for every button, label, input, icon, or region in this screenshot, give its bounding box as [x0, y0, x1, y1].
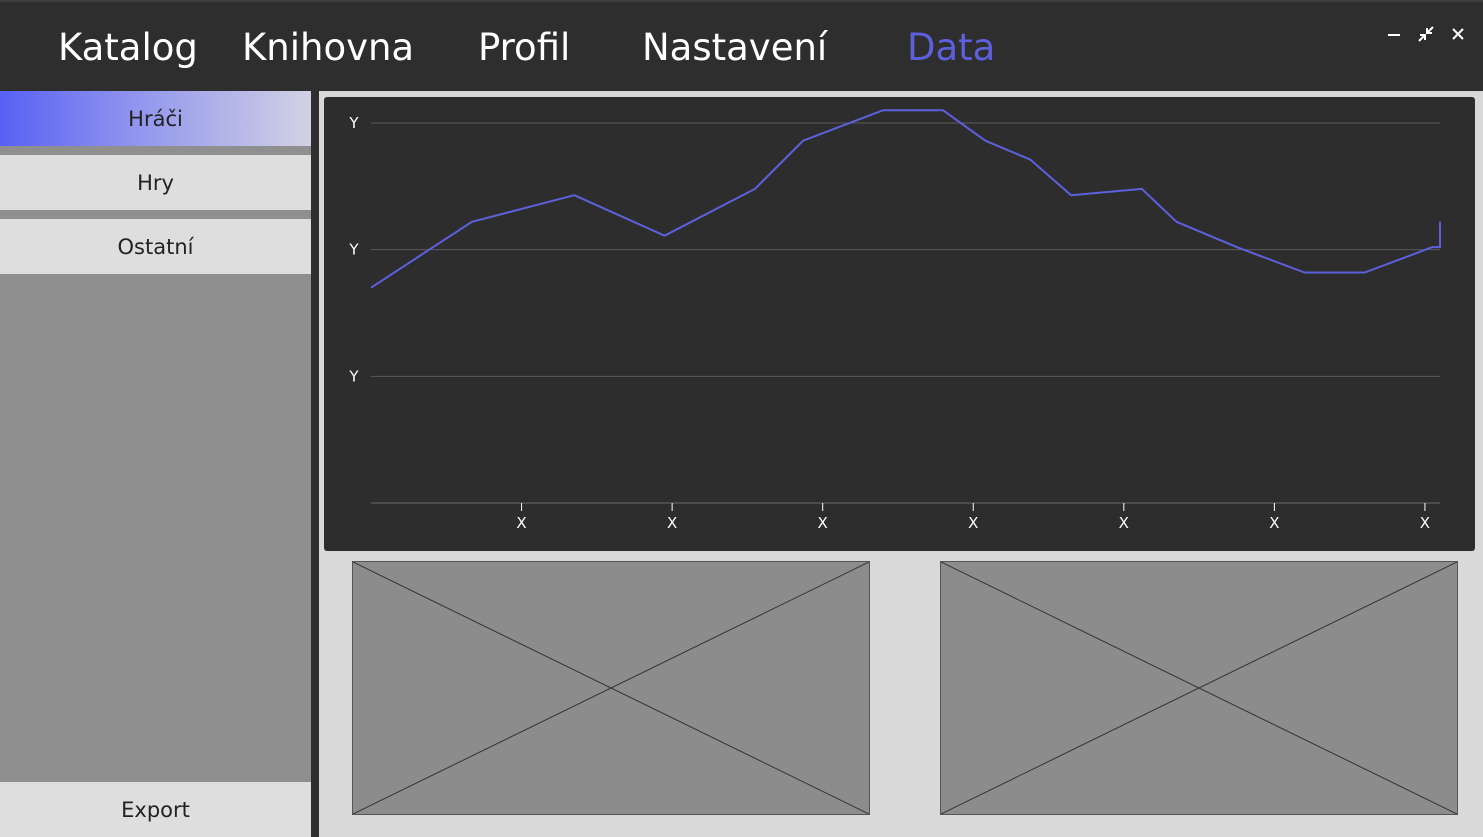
- top-navigation-bar: Katalog Knihovna Profil Nastavení Data: [0, 0, 1483, 91]
- export-button[interactable]: Export: [0, 782, 311, 837]
- close-button[interactable]: [1446, 22, 1470, 46]
- sidebar: Hráči Hry Ostatní Export: [0, 91, 311, 837]
- sidebar-item-hraci[interactable]: Hráči: [0, 91, 311, 146]
- x-tick-label: X: [667, 514, 677, 532]
- nav-item-knihovna[interactable]: Knihovna: [242, 26, 415, 69]
- sidebar-item-label: Ostatní: [117, 234, 194, 259]
- restore-button[interactable]: [1414, 22, 1438, 46]
- x-tick-label: X: [1420, 514, 1430, 532]
- y-tick-label: Y: [348, 241, 359, 259]
- main-content: Y Y Y X X X X X X X: [319, 91, 1483, 837]
- restore-icon: [1418, 26, 1434, 42]
- image-placeholder-left: [352, 561, 870, 815]
- sidebar-item-ostatni[interactable]: Ostatní: [0, 219, 311, 274]
- y-tick-label: Y: [348, 114, 359, 132]
- nav-item-data[interactable]: Data: [907, 26, 996, 69]
- x-tick-label: X: [818, 514, 828, 532]
- x-tick-label: X: [1269, 514, 1279, 532]
- image-placeholder-icon: [353, 562, 869, 814]
- x-tick-label: X: [1119, 514, 1129, 532]
- y-tick-label: Y: [348, 367, 359, 385]
- nav-item-nastaveni[interactable]: Nastavení: [642, 26, 828, 69]
- image-placeholder-right: [940, 561, 1458, 815]
- sidebar-item-label: Hráči: [128, 106, 183, 131]
- minimize-button[interactable]: [1382, 22, 1406, 46]
- line-chart-panel: Y Y Y X X X X X X X: [324, 97, 1475, 551]
- chart-series-line: [370, 109, 1441, 289]
- image-placeholder-icon: [941, 562, 1457, 814]
- sidebar-item-hry[interactable]: Hry: [0, 155, 311, 210]
- line-chart: Y Y Y X X X X X X X: [348, 109, 1441, 532]
- close-icon: [1452, 28, 1464, 40]
- x-tick-label: X: [516, 514, 526, 532]
- nav-item-profil[interactable]: Profil: [478, 26, 571, 69]
- panel-divider: [311, 91, 319, 837]
- export-button-label: Export: [121, 797, 190, 822]
- nav-item-katalog[interactable]: Katalog: [58, 26, 198, 69]
- sidebar-item-label: Hry: [137, 170, 174, 195]
- x-tick-label: X: [968, 514, 978, 532]
- minimize-icon: [1388, 34, 1400, 36]
